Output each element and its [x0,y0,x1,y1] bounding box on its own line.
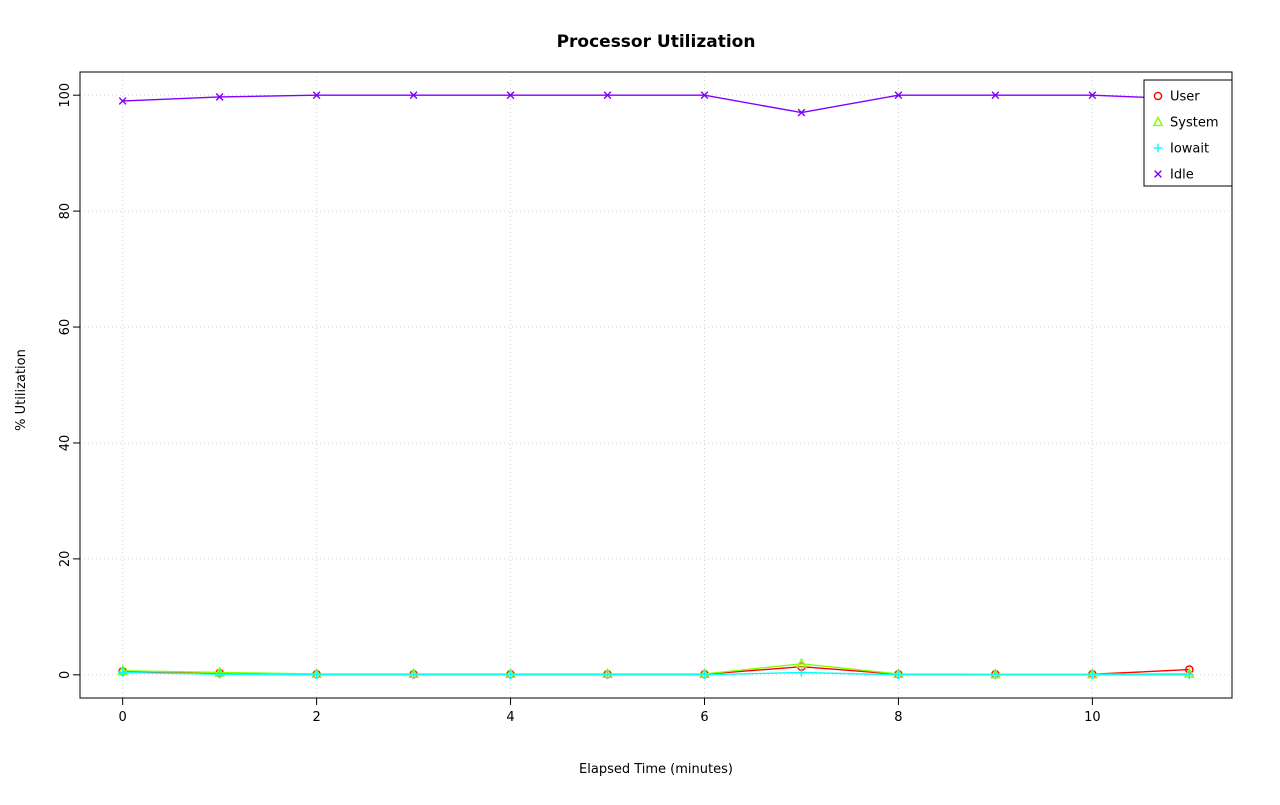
x-tick-label: 0 [119,710,127,725]
legend-item: Idle [1154,168,1194,183]
legend-item-label: System [1170,116,1218,131]
y-axis-title: % Utilization [14,349,29,431]
series-idle [118,91,1194,117]
y-tick-label: 20 [58,551,73,568]
x-tick-label: 2 [312,710,320,725]
x-tick-label: 4 [506,710,514,725]
x-axis-title: Elapsed Time (minutes) [579,762,733,777]
x-axis: 0 2 4 6 8 10 [119,698,1101,725]
legend-box [1143,79,1233,187]
y-tick-label: 0 [58,671,73,679]
legend-item: System [1152,116,1218,131]
legend-item-label: User [1170,90,1200,105]
y-tick-label: 40 [58,435,73,452]
chart-title: Processor Utilization [557,32,756,52]
plot-border [79,71,1233,699]
y-axis: 0 20 40 60 80 100 [58,83,80,679]
y-tick-label: 100 [58,83,73,108]
x-tick-label: 8 [894,710,902,725]
legend-item: Iowait [1153,142,1209,157]
gridlines [80,72,1232,698]
x-tick-label: 10 [1084,710,1101,725]
legend: User System Iowait Idle [1143,79,1233,187]
series-user [118,662,1194,679]
legend-item: User [1153,90,1200,105]
y-tick-label: 60 [58,319,73,336]
y-tick-label: 80 [58,203,73,220]
legend-item-label: Idle [1170,168,1194,183]
legend-item-label: Iowait [1170,142,1209,157]
series-iowait [118,668,1194,680]
x-tick-label: 6 [700,710,708,725]
